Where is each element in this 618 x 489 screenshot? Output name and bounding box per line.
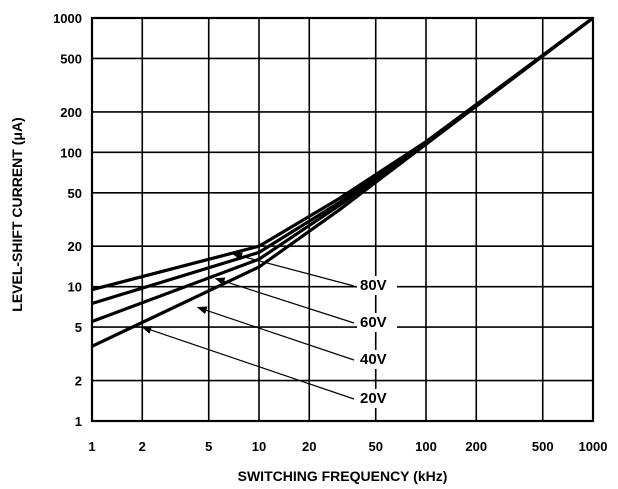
x-tick-label: 1000 [579,439,608,454]
x-tick-label: 10 [252,439,266,454]
annotation-label-bg [357,313,397,332]
annotation-arrow [214,277,355,324]
annotation-label-bg [357,389,397,408]
annotation-label-20v: 20V [360,390,387,407]
series-line-40v [91,16,594,323]
series-lines [91,16,594,348]
y-tick-label: 100 [60,145,82,160]
y-tick-label: 1000 [53,11,82,26]
x-tick-label: 50 [368,439,382,454]
x-axis-title: SWITCHING FREQUENCY (kHz) [238,468,448,484]
y-tick-label: 10 [68,280,82,295]
y-tick-label: 200 [60,105,82,120]
annotation-label-40v: 40V [360,351,387,368]
x-tick-label: 2 [139,439,146,454]
annotation-label-60v: 60V [360,314,387,331]
y-tick-label: 1 [75,414,82,429]
y-tick-label: 500 [60,51,82,66]
annotation-arrow [141,326,355,400]
tick-labels: 1 2 5 10 20 50 100 200 500 1000 1 2 5 10 20 50 100 200 500… [53,11,607,454]
x-tick-label: 1 [88,439,95,454]
annotations: 80V 60V 40V 20V [141,252,397,408]
y-axis-title: LEVEL-SHIFT CURRENT (μA) [9,117,25,311]
y-tick-label: 2 [75,374,82,389]
plot-frame [90,16,595,423]
x-tick-label: 20 [302,439,316,454]
y-tick-label: 50 [68,186,82,201]
series-line-20v [91,16,594,348]
y-tick-label: 5 [75,320,82,335]
x-tick-label: 200 [465,439,487,454]
annotation-label-bg [357,276,397,295]
grid-lines [90,16,595,423]
x-tick-label: 500 [532,439,554,454]
annotation-label-80v: 80V [360,277,387,294]
x-tick-label: 100 [415,439,437,454]
annotation-arrow [196,306,355,361]
series-line-60v [91,16,594,306]
y-tick-label: 20 [68,239,82,254]
annotation-arrow [232,252,355,287]
x-tick-label: 5 [205,439,212,454]
annotation-label-bg [357,350,397,369]
